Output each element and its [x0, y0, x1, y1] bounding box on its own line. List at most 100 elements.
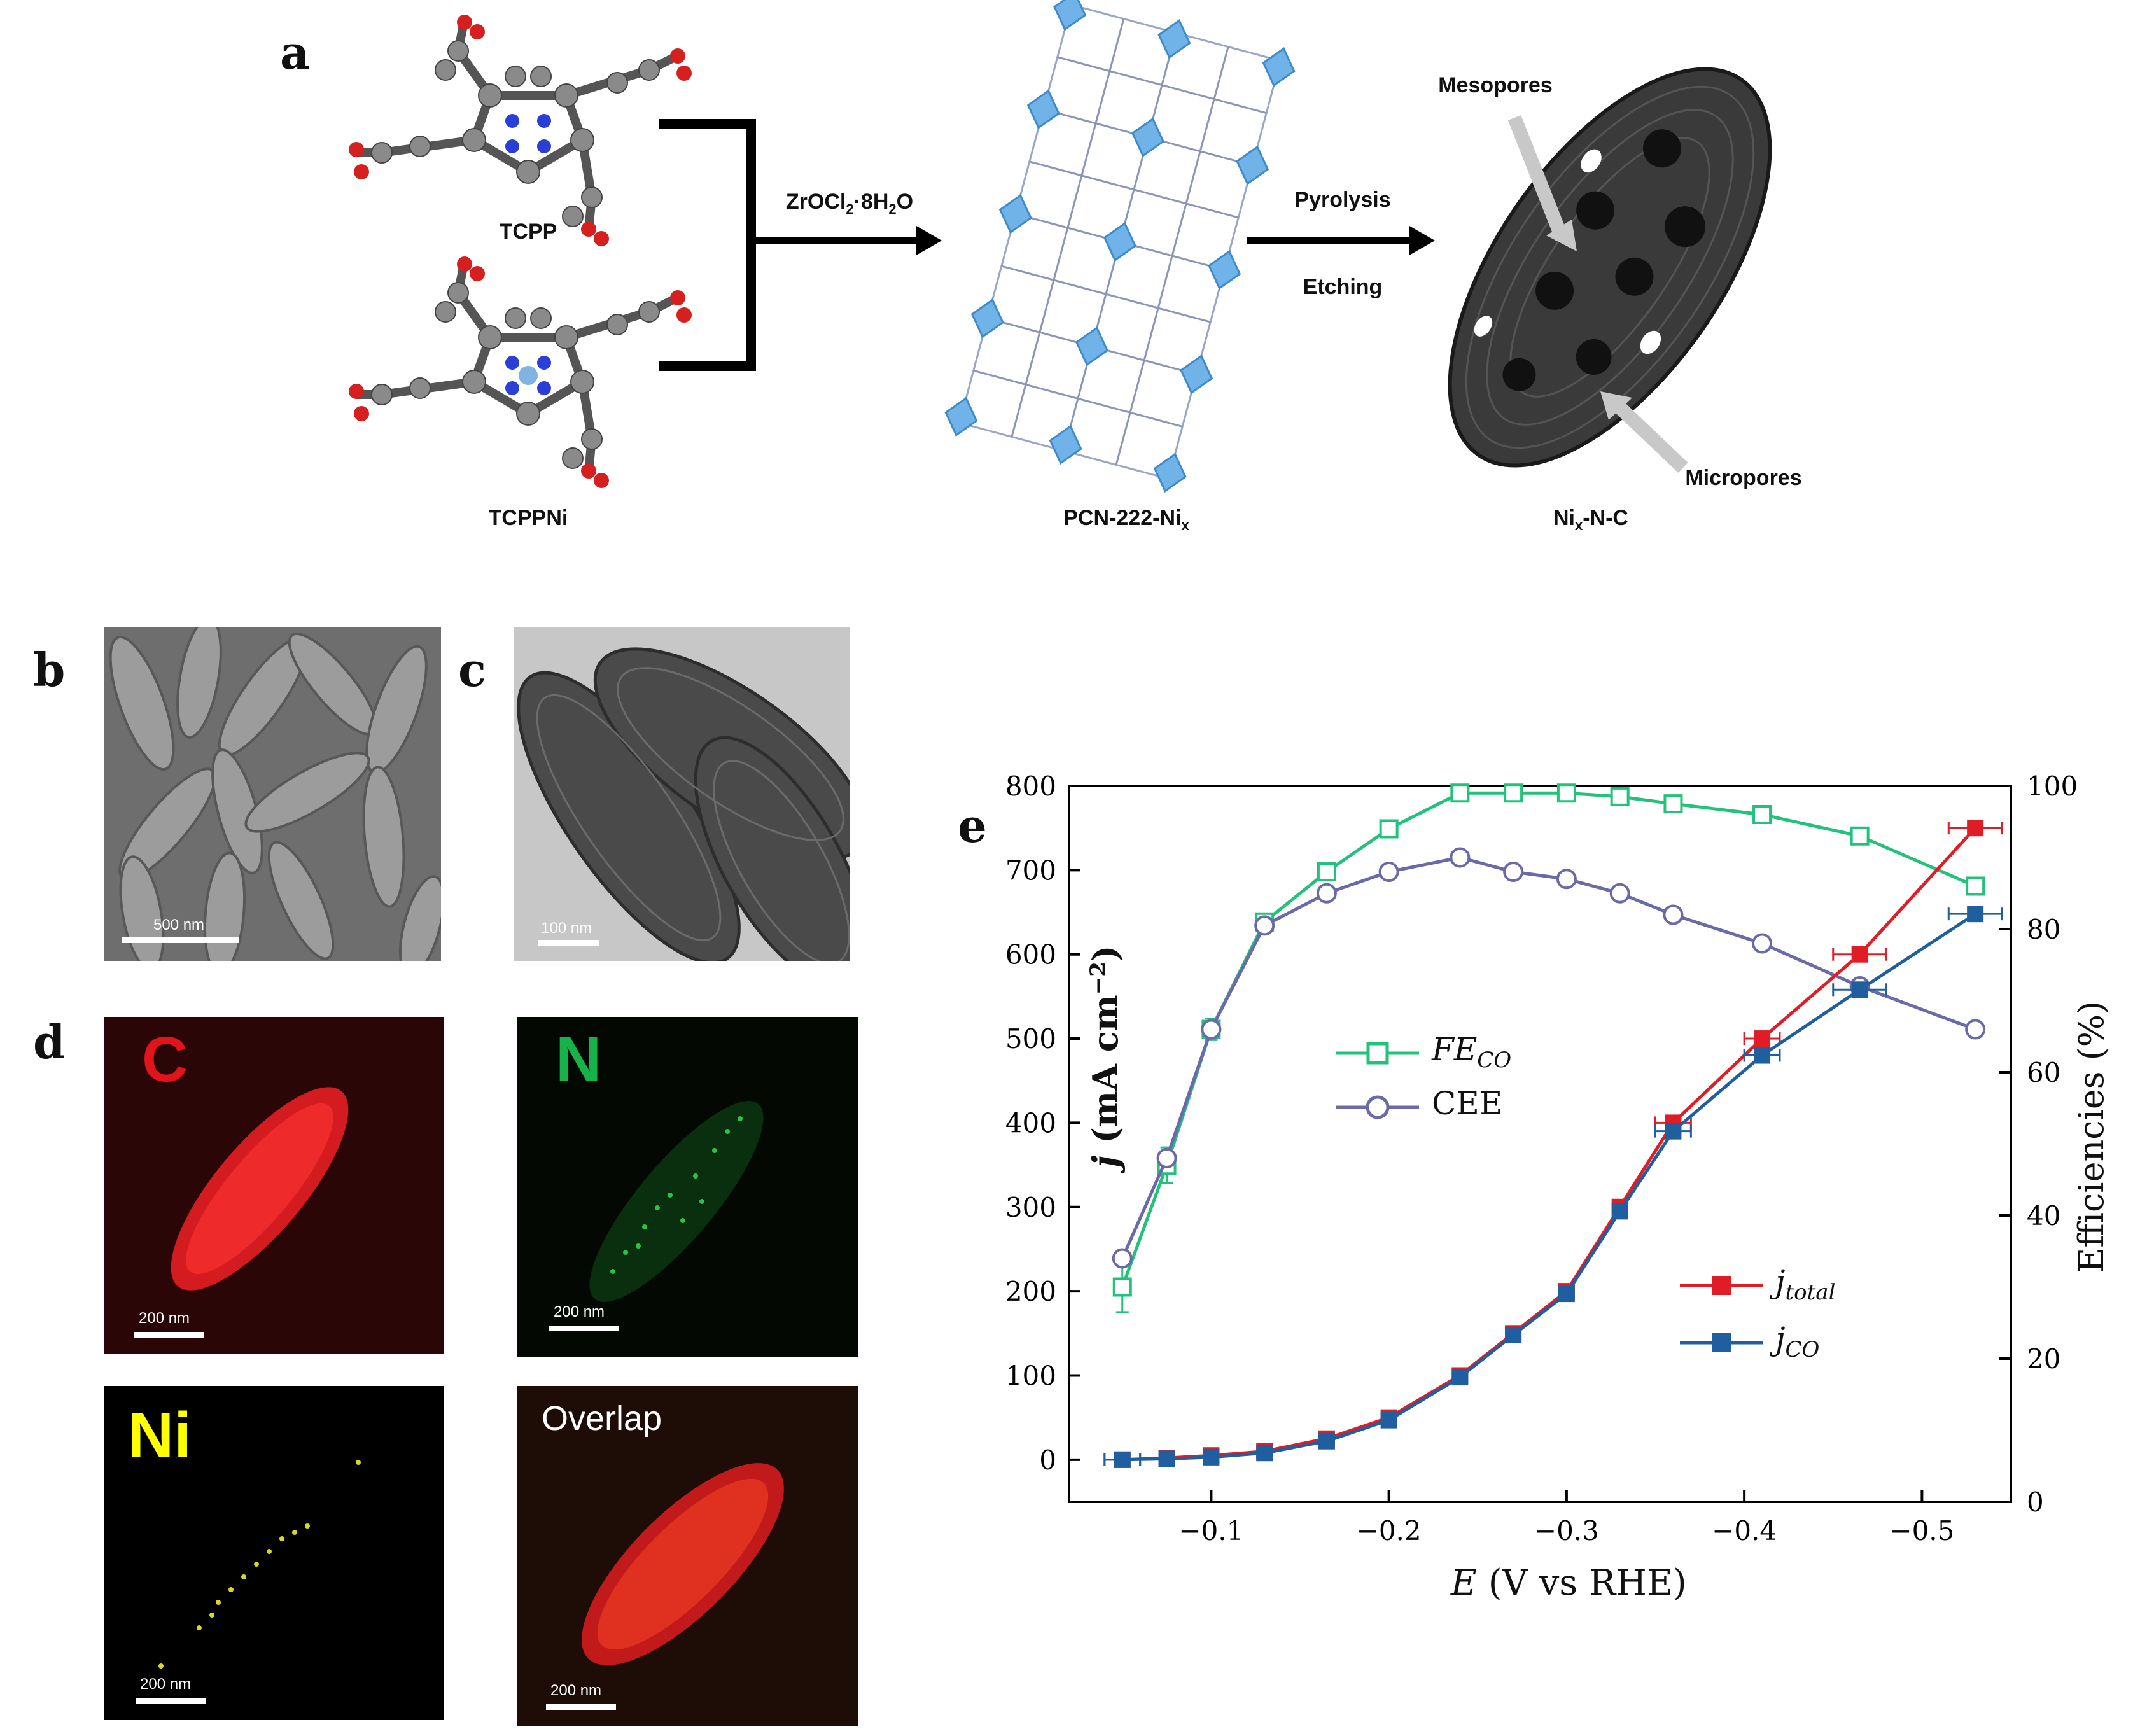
tcpp-molecule — [349, 15, 692, 246]
pyrolysis-label: Pyrolysis — [1294, 188, 1391, 212]
data-point — [1156, 1148, 1177, 1168]
y-tick-label: 200 — [1005, 1276, 1056, 1307]
data-point — [1378, 862, 1399, 882]
legend-fe: FECO — [1336, 1031, 1511, 1075]
map-overlap: Overlap 200 nm — [517, 1386, 858, 1726]
sem-scale-label: 500 nm — [153, 916, 205, 934]
micropores-pointer — [1600, 391, 1688, 473]
mesopores-label: Mesopores — [1438, 73, 1553, 97]
legend-cee: CEE — [1336, 1085, 1527, 1130]
data-point — [1505, 1326, 1522, 1343]
reagent-label: ZrOCl2·8H2O — [785, 190, 914, 217]
y-tick-label: 500 — [1005, 1023, 1056, 1054]
data-point — [1851, 981, 1868, 998]
data-point — [1451, 1369, 1469, 1386]
series-line-1 — [1121, 855, 1976, 1259]
map-overlap-scale-bar — [546, 1704, 616, 1710]
panel-label-a: a — [280, 25, 310, 80]
legend-jtotal: jtotal — [1680, 1263, 1845, 1308]
merge-bracket — [659, 119, 756, 371]
data-point — [1611, 1203, 1628, 1220]
sem-scale-bar — [122, 937, 239, 943]
map-ni-scale-bar — [136, 1698, 206, 1704]
data-point — [1158, 1450, 1175, 1467]
x-tick-label: −0.1 — [1178, 1515, 1243, 1546]
y-tick-label: 600 — [1005, 939, 1056, 970]
micropores-label: Micropores — [1685, 466, 1802, 490]
chart-x-axis-label: E (V vs RHE) — [1451, 1562, 1687, 1604]
arrow-1 — [751, 226, 942, 255]
x-tick-label: −0.4 — [1712, 1515, 1777, 1546]
pcn-222-structure — [944, 0, 1296, 493]
panel-label-d: d — [33, 1015, 66, 1069]
legend-jco: jCO — [1680, 1320, 1845, 1365]
map-n-scale-label: 200 nm — [554, 1303, 605, 1320]
data-point — [1609, 883, 1630, 904]
data-point — [1967, 820, 1984, 837]
map-overlap-scale-label: 200 nm — [550, 1682, 602, 1699]
data-point — [1318, 1432, 1335, 1450]
tem-scale-bar — [538, 940, 599, 946]
arrow-2 — [1247, 226, 1435, 255]
x-tick-label: −0.3 — [1534, 1515, 1599, 1546]
map-c: C 200 nm — [104, 1017, 444, 1354]
map-ni: Ni 200 nm — [104, 1386, 444, 1720]
data-point — [1254, 915, 1275, 936]
data-point — [1203, 1448, 1220, 1466]
data-point — [1754, 1030, 1771, 1047]
y2-tick-label: 0 — [2027, 1487, 2044, 1518]
synthesis-scheme — [349, 0, 1772, 493]
data-point — [1610, 787, 1630, 806]
series-line-2 — [1122, 827, 1976, 1462]
data-point — [1504, 783, 1523, 803]
data-point — [1201, 1019, 1222, 1040]
map-c-scale-label: 200 nm — [139, 1310, 190, 1327]
data-point — [1450, 847, 1471, 868]
data-point — [1317, 862, 1336, 881]
data-point — [1114, 1451, 1131, 1468]
data-point — [1965, 1019, 1986, 1040]
map-ni-label: Ni — [128, 1399, 192, 1471]
legend-fe-text: FE — [1432, 1031, 1478, 1068]
data-point — [1316, 883, 1337, 904]
porous-carbon-disk — [1448, 67, 1772, 468]
x-tick-label: −0.5 — [1889, 1515, 1954, 1546]
map-ni-scale-label: 200 nm — [140, 1676, 192, 1693]
y-tick-label: 0 — [1039, 1445, 1056, 1476]
data-point — [1450, 783, 1470, 803]
series-line-0 — [1121, 791, 1976, 1288]
etching-label: Etching — [1303, 275, 1383, 299]
data-point — [1967, 906, 1984, 923]
sem-image: 500 nm — [104, 627, 441, 961]
data-point — [1556, 869, 1577, 890]
data-point — [1665, 1123, 1682, 1140]
x-tick-label: −0.2 — [1357, 1515, 1422, 1546]
data-point — [1850, 826, 1870, 846]
data-point — [1558, 1285, 1575, 1303]
panel-label-e: e — [958, 799, 987, 853]
mesopores-pointer — [1507, 115, 1577, 251]
data-point — [1752, 933, 1773, 954]
map-overlap-label: Overlap — [542, 1399, 662, 1438]
legend-jco-text: j — [1775, 1320, 1786, 1357]
data-point — [1112, 1248, 1133, 1269]
series-line-3 — [1122, 913, 1976, 1462]
legend-jtotal-text: j — [1775, 1263, 1786, 1300]
y-tick-label: 300 — [1005, 1192, 1056, 1223]
tem-image: 100 nm — [514, 627, 850, 961]
data-point — [1663, 904, 1684, 925]
data-point — [1851, 946, 1868, 963]
data-point — [1966, 876, 1985, 896]
y-tick-label: 800 — [1005, 771, 1056, 802]
data-point — [1256, 1445, 1273, 1462]
panel-label-c: c — [458, 643, 486, 697]
chart-y2-axis-label: Efficiencies (%) — [2071, 1000, 2111, 1273]
data-point — [1503, 862, 1524, 882]
y2-tick-label: 60 — [2027, 1057, 2060, 1088]
y2-tick-label: 40 — [2027, 1200, 2060, 1231]
data-point — [1112, 1277, 1132, 1297]
map-n: N 200 nm — [517, 1017, 858, 1357]
y-tick-label: 400 — [1005, 1107, 1056, 1138]
tcppni-label: TCPPNi — [488, 506, 568, 530]
